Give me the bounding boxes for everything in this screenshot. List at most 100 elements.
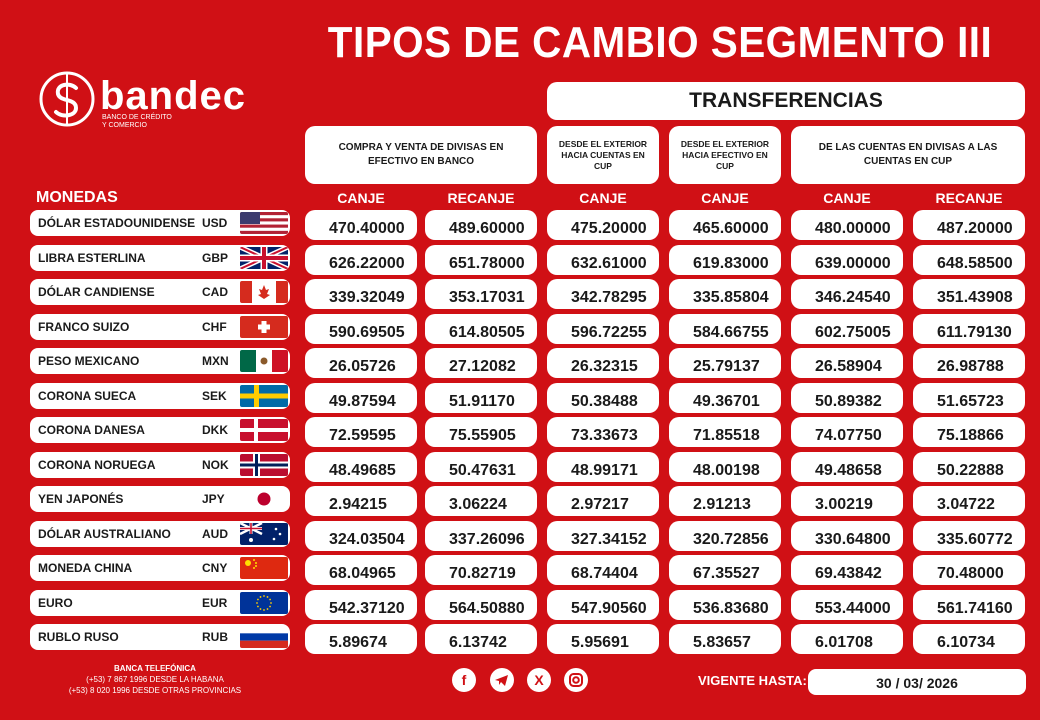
rate-value: 351.43908: [913, 279, 1025, 309]
column-header: CANJE: [701, 190, 749, 206]
phone-banking: BANCA TELEFÓNICA (+53) 7 867 1996 DESDE …: [68, 664, 242, 695]
rate-value: 2.91213: [669, 486, 781, 516]
rate-value: 69.43842: [791, 555, 903, 585]
currency-row: EURO EUR 542.37120 564.50880 547.90560 536.…: [0, 589, 1040, 620]
rate-value: 542.37120: [305, 589, 417, 620]
currency-label: DÓLAR AUSTRALIANO AUD: [30, 520, 290, 547]
rate-value: 339.32049: [305, 279, 417, 309]
telegram-icon[interactable]: [490, 668, 514, 692]
column-header: RECANJE: [935, 190, 1003, 206]
x-icon[interactable]: X: [527, 668, 551, 692]
currency-name: DÓLAR ESTADOUNIDENSE: [38, 216, 196, 230]
currency-name: LIBRA ESTERLINA: [38, 250, 146, 265]
currency-row: LIBRA ESTERLINA GBP 626.22000 651.78000 63…: [0, 244, 1040, 275]
rate-value: 475.20000: [547, 210, 659, 240]
rate-value: 49.87594: [305, 382, 417, 413]
currency-row: MONEDA CHINA CNY 68.04965 70.82719 68.7440…: [0, 555, 1040, 585]
denmark-flag: [240, 419, 288, 441]
australia-flag: [240, 522, 288, 545]
rate-value: 489.60000: [425, 210, 537, 240]
column-header: RECANJE: [447, 190, 515, 206]
currency-code: NOK: [202, 457, 229, 472]
currency-row: DÓLAR ESTADOUNIDENSE USD 470.40000 489.60…: [0, 210, 1040, 240]
currency-row: PESO MEXICANO MXN 26.05726 27.12082 26.323…: [0, 348, 1040, 378]
rate-value: 564.50880: [425, 589, 537, 620]
rate-value: 68.04965: [305, 555, 417, 585]
currency-row: CORONA NORUEGA NOK 48.49685 50.47631 48.99…: [0, 451, 1040, 482]
rate-value: 324.03504: [305, 520, 417, 551]
currency-label: PESO MEXICANO MXN: [30, 348, 290, 374]
rate-value: 50.47631: [425, 451, 537, 482]
currency-label: DÓLAR ESTADOUNIDENSE USD: [30, 210, 290, 236]
rate-value: 320.72856: [669, 520, 781, 551]
facebook-icon[interactable]: f: [452, 668, 476, 692]
rate-value: 6.13742: [425, 624, 537, 654]
rate-value: 50.38488: [547, 382, 659, 413]
rate-value: 614.80505: [425, 313, 537, 344]
rate-value: 342.78295: [547, 279, 659, 309]
currency-code: SEK: [202, 388, 227, 403]
currency-code: DKK: [202, 423, 228, 437]
transferencias-header: TRANSFERENCIAS: [547, 82, 1025, 120]
currency-row: DÓLAR CANDIENSE CAD 339.32049 353.17031 34…: [0, 279, 1040, 309]
rate-value: 26.58904: [791, 348, 903, 378]
rate-value: 536.83680: [669, 589, 781, 620]
rate-value: 3.04722: [913, 486, 1025, 516]
currency-code: EUR: [202, 595, 228, 610]
rate-value: 337.26096: [425, 520, 537, 551]
currency-name: DÓLAR AUSTRALIANO: [38, 526, 171, 541]
currency-label: CORONA NORUEGA NOK: [30, 451, 290, 478]
rate-value: 6.10734: [913, 624, 1025, 654]
currency-code: GBP: [202, 250, 229, 265]
currency-label: FRANCO SUIZO CHF: [30, 313, 290, 340]
currency-name: CORONA DANESA: [38, 423, 145, 437]
brand-tagline: BANCO DE CRÉDITO Y COMERCIO: [102, 114, 172, 129]
currency-name: YEN JAPONÉS: [38, 492, 124, 506]
currency-name: EURO: [38, 595, 73, 610]
instagram-icon[interactable]: [564, 668, 588, 692]
currency-label: CORONA SUECA SEK: [30, 382, 290, 409]
rate-value: 70.82719: [425, 555, 537, 585]
page-title: TIPOS DE CAMBIO SEGMENTO III: [327, 18, 993, 67]
rate-value: 547.90560: [547, 589, 659, 620]
rate-value: 50.22888: [913, 451, 1025, 482]
rate-value: 3.00219: [791, 486, 903, 516]
rate-value: 553.44000: [791, 589, 903, 620]
rate-value: 330.64800: [791, 520, 903, 551]
rate-value: 327.34152: [547, 520, 659, 551]
rate-value: 73.33673: [547, 417, 659, 447]
rate-value: 50.89382: [791, 382, 903, 413]
russia-flag: [240, 626, 288, 648]
rate-value: 67.35527: [669, 555, 781, 585]
rate-value: 27.12082: [425, 348, 537, 378]
currency-row: YEN JAPONÉS JPY 2.94215 3.06224 2.97217 2.9…: [0, 486, 1040, 516]
rate-value: 72.59595: [305, 417, 417, 447]
currency-row: FRANCO SUIZO CHF 590.69505 614.80505 596.7…: [0, 313, 1040, 344]
header-ext-cuentas: DESDE EL EXTERIOR HACIA CUENTAS EN CUP: [547, 126, 659, 184]
rate-value: 51.65723: [913, 382, 1025, 413]
rate-value: 48.00198: [669, 451, 781, 482]
rate-value: 596.72255: [547, 313, 659, 344]
rate-value: 48.49685: [305, 451, 417, 482]
rate-value: 26.98788: [913, 348, 1025, 378]
uk-flag: [240, 246, 288, 269]
rate-value: 70.48000: [913, 555, 1025, 585]
rate-value: 6.01708: [791, 624, 903, 654]
usa-flag: [240, 212, 288, 234]
currency-name: PESO MEXICANO: [38, 354, 140, 368]
rate-value: 651.78000: [425, 244, 537, 275]
sweden-flag: [240, 384, 288, 407]
currency-code: RUB: [202, 630, 228, 644]
header-efectivo: COMPRA Y VENTA DE DIVISAS EN EFECTIVO EN…: [305, 126, 537, 184]
rate-value: 25.79137: [669, 348, 781, 378]
rate-value: 26.32315: [547, 348, 659, 378]
currency-name: CORONA NORUEGA: [38, 457, 156, 472]
rate-value: 5.89674: [305, 624, 417, 654]
currency-row: CORONA DANESA DKK 72.59595 75.55905 73.336…: [0, 417, 1040, 447]
rate-value: 75.55905: [425, 417, 537, 447]
swiss-flag: [240, 315, 288, 338]
header-cuentas-divisas: DE LAS CUENTAS EN DIVISAS A LAS CUENTAS …: [791, 126, 1025, 184]
eu-flag: [240, 591, 288, 614]
rate-value: 487.20000: [913, 210, 1025, 240]
vigente-date: 30 / 03/ 2026: [808, 669, 1026, 695]
